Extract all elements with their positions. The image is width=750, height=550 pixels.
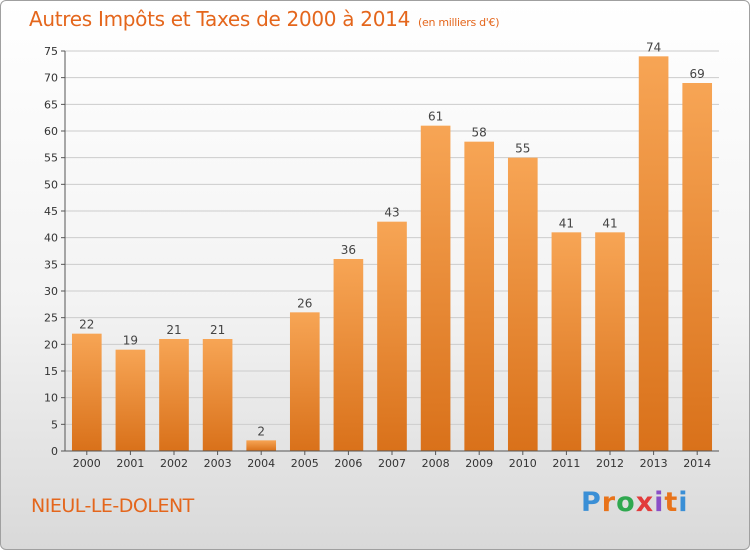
y-tick-label: 35 xyxy=(44,258,58,271)
logo-letter: o xyxy=(616,487,636,518)
proxiti-logo[interactable]: Proxiti xyxy=(581,487,689,518)
logo-letter: t xyxy=(664,487,679,518)
data-label: 58 xyxy=(472,126,487,140)
chart-unit: (en milliers d'€) xyxy=(418,16,500,29)
data-label: 2 xyxy=(257,424,265,438)
x-tick-label: 2010 xyxy=(509,457,537,470)
logo-letter: r xyxy=(601,487,617,518)
bars xyxy=(71,56,713,452)
y-tick-label: 5 xyxy=(51,418,58,431)
data-label: 19 xyxy=(123,334,138,348)
bar xyxy=(246,440,277,451)
bar xyxy=(638,56,669,451)
data-label: 26 xyxy=(297,296,312,310)
x-tick-label: 2008 xyxy=(422,457,450,470)
y-tick-label: 45 xyxy=(44,205,58,218)
y-tick-label: 50 xyxy=(44,178,58,191)
data-label: 74 xyxy=(646,40,661,54)
data-label: 22 xyxy=(79,318,94,332)
bar xyxy=(551,232,582,451)
y-tick-label: 30 xyxy=(44,285,58,298)
bar xyxy=(159,339,189,451)
x-tick-label: 2014 xyxy=(683,457,711,470)
x-tick-label: 2006 xyxy=(334,457,362,470)
x-tick-label: 2012 xyxy=(596,457,624,470)
chart-title-text: Autres Impôts et Taxes de 2000 à 2014 xyxy=(29,7,410,31)
y-tick-label: 10 xyxy=(44,392,58,405)
y-tick-label: 55 xyxy=(44,152,58,165)
commune-name: NIEUL-LE-DOLENT xyxy=(31,495,194,517)
x-tick-label: 2013 xyxy=(640,457,668,470)
logo-letter: i xyxy=(678,487,689,518)
bar xyxy=(202,339,233,451)
x-axis: 2000 2001 2002 2003 2004 2005 2006 2007 2008 2009… xyxy=(65,450,719,470)
y-tick-label: 70 xyxy=(44,72,58,85)
x-tick-label: 2000 xyxy=(73,457,101,470)
bar xyxy=(377,221,407,451)
data-label: 41 xyxy=(559,216,574,230)
data-label: 55 xyxy=(515,142,530,156)
bar xyxy=(464,141,495,451)
x-tick-label: 2007 xyxy=(378,457,406,470)
data-label: 21 xyxy=(166,323,181,337)
x-tick-label: 2011 xyxy=(552,457,580,470)
data-label: 43 xyxy=(384,206,399,220)
y-tick-label: 75 xyxy=(44,45,58,58)
x-tick-label: 2003 xyxy=(204,457,232,470)
x-tick-label: 2004 xyxy=(247,457,275,470)
data-labels: 22 19 21 21 2 26 36 43 61 58 55 41 41 74 69 xyxy=(79,40,705,438)
x-tick-label: 2001 xyxy=(116,457,144,470)
y-tick-label: 25 xyxy=(44,312,58,325)
x-tick-label: 2005 xyxy=(291,457,319,470)
data-label: 41 xyxy=(602,216,617,230)
y-tick-label: 20 xyxy=(44,338,58,351)
bar xyxy=(333,259,364,451)
y-tick-label: 0 xyxy=(51,445,58,458)
bar xyxy=(115,349,146,451)
bar xyxy=(507,157,538,451)
y-tick-label: 65 xyxy=(44,98,58,111)
data-label: 69 xyxy=(690,67,705,81)
x-tick-label: 2002 xyxy=(160,457,188,470)
data-label: 61 xyxy=(428,110,443,124)
y-axis: 0 5 10 15 20 25 30 35 40 45 50 55 60 65 70 75 xyxy=(44,45,66,458)
bar xyxy=(595,232,625,451)
x-tick-label: 2009 xyxy=(465,457,493,470)
y-tick-label: 60 xyxy=(44,125,58,138)
logo-letter: P xyxy=(581,487,602,518)
y-tick-label: 15 xyxy=(44,365,58,378)
data-label: 36 xyxy=(341,243,356,257)
bar xyxy=(71,333,102,451)
logo-letter: x xyxy=(635,487,655,518)
bar xyxy=(289,312,320,451)
bar xyxy=(682,83,713,451)
logo-letter: i xyxy=(654,487,665,518)
y-tick-label: 40 xyxy=(44,232,58,245)
chart-title: Autres Impôts et Taxes de 2000 à 2014 (en… xyxy=(29,7,499,31)
data-label: 21 xyxy=(210,323,225,337)
bar xyxy=(420,125,451,452)
